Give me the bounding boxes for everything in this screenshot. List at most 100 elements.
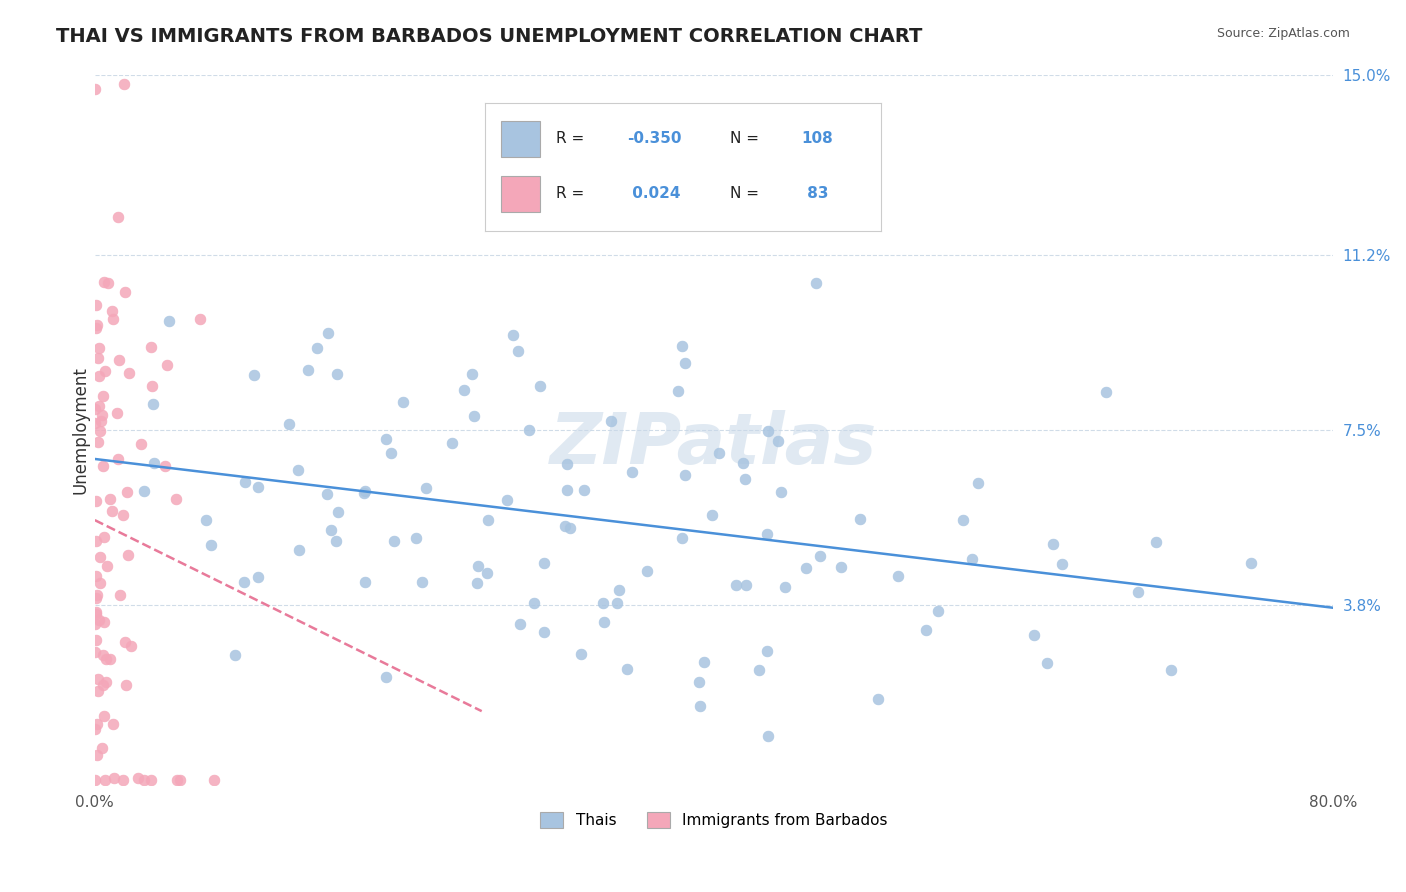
Point	[97, 276, 120, 290]
Point	[463, 409, 485, 423]
Text: THAI VS IMMIGRANTS FROM BARBADOS UNEMPLOYMENT CORRELATION CHART: THAI VS IMMIGRANTS FROM BARBADOS UNEMPLO…	[56, 27, 922, 45]
Point	[94, 364, 117, 378]
Point	[246, 570, 269, 584]
Point	[89, 575, 111, 590]
Point	[84, 402, 107, 417]
Point	[84, 591, 107, 605]
Point	[91, 389, 114, 403]
Point	[139, 340, 162, 354]
Point	[120, 640, 142, 654]
Point	[374, 432, 396, 446]
Point	[190, 312, 212, 326]
Point	[1240, 556, 1263, 570]
Point	[731, 456, 754, 470]
Point	[506, 344, 529, 359]
Point	[756, 729, 779, 743]
Point	[405, 531, 427, 545]
Point	[734, 472, 756, 486]
Point	[83, 773, 105, 788]
Point	[112, 508, 135, 522]
Point	[90, 414, 112, 428]
Point	[477, 566, 499, 580]
Point	[91, 648, 114, 662]
Point	[354, 483, 377, 498]
Point	[755, 644, 778, 658]
Point	[952, 513, 974, 527]
Point	[287, 542, 309, 557]
Point	[461, 367, 484, 381]
Point	[166, 773, 188, 788]
Point	[96, 674, 118, 689]
Point	[592, 596, 614, 610]
Point	[707, 446, 730, 460]
Point	[770, 485, 793, 500]
Point	[86, 568, 108, 582]
Point	[960, 552, 983, 566]
Point	[115, 678, 138, 692]
Point	[98, 651, 121, 665]
Point	[232, 574, 254, 589]
Point	[112, 77, 135, 91]
Point	[101, 717, 124, 731]
Point	[558, 521, 581, 535]
Point	[169, 773, 191, 788]
Point	[157, 314, 180, 328]
Point	[101, 504, 124, 518]
Point	[142, 456, 165, 470]
Point	[84, 494, 107, 508]
Point	[91, 408, 114, 422]
Point	[671, 339, 693, 353]
Point	[316, 326, 339, 340]
Point	[100, 492, 122, 507]
Point	[84, 417, 107, 431]
Point	[849, 512, 872, 526]
Point	[914, 623, 936, 637]
Point	[794, 560, 817, 574]
Point	[84, 605, 107, 619]
Point	[83, 645, 105, 659]
Point	[666, 384, 689, 398]
Point	[830, 560, 852, 574]
Point	[114, 285, 136, 299]
Point	[353, 486, 375, 500]
Point	[804, 276, 827, 290]
Point	[689, 699, 711, 714]
Point	[108, 352, 131, 367]
Point	[636, 564, 658, 578]
Point	[756, 527, 779, 541]
Point	[156, 358, 179, 372]
Point	[467, 576, 489, 591]
Point	[87, 399, 110, 413]
Point	[105, 407, 128, 421]
Point	[467, 559, 489, 574]
Point	[115, 485, 138, 500]
Point	[572, 483, 595, 497]
Point	[127, 771, 149, 785]
Point	[101, 312, 124, 326]
Point	[766, 434, 789, 448]
Point	[325, 534, 347, 549]
Point	[202, 773, 225, 788]
Point	[224, 648, 246, 662]
Point	[84, 632, 107, 647]
Point	[517, 423, 540, 437]
Point	[84, 617, 107, 632]
Point	[315, 487, 337, 501]
Point	[194, 513, 217, 527]
Point	[375, 670, 398, 684]
Point	[555, 483, 578, 498]
Point	[84, 723, 107, 737]
Point	[86, 588, 108, 602]
Point	[112, 773, 135, 788]
Point	[141, 773, 163, 788]
Point	[693, 655, 716, 669]
Point	[496, 493, 519, 508]
Point	[91, 459, 114, 474]
Point	[554, 519, 576, 533]
Point	[142, 397, 165, 411]
Point	[297, 363, 319, 377]
Point	[326, 367, 349, 381]
Y-axis label: Unemployment: Unemployment	[72, 366, 89, 494]
Point	[141, 379, 163, 393]
Point	[103, 771, 125, 785]
